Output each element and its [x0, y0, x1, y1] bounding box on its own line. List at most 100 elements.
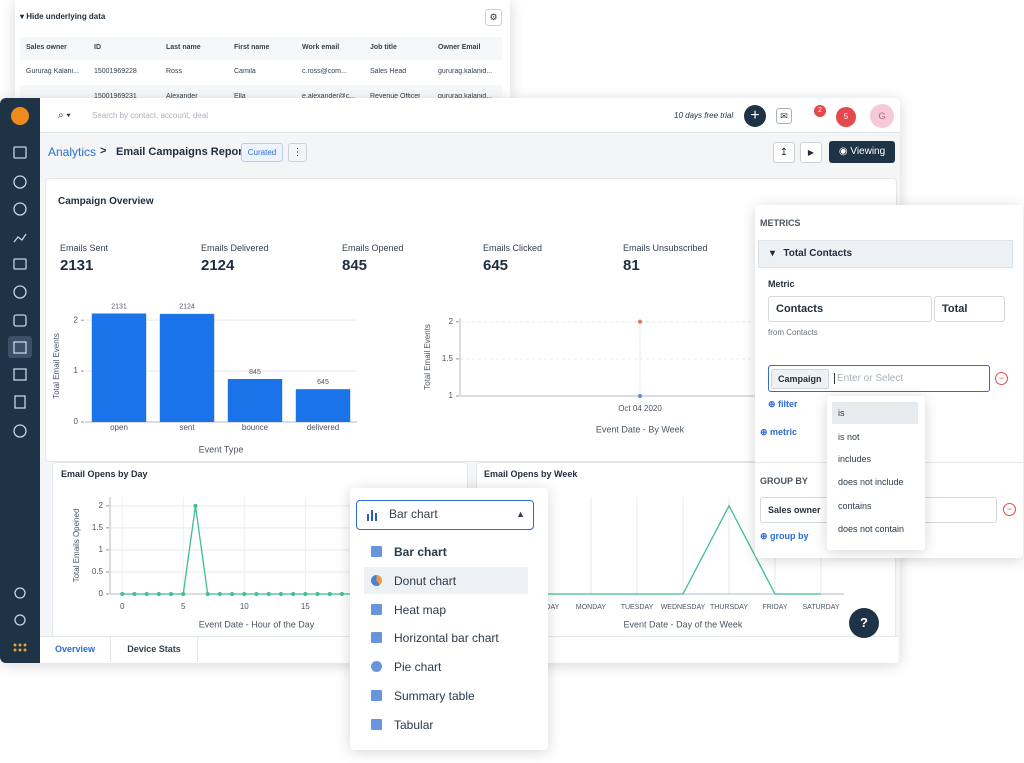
- filter-box[interactable]: [768, 365, 990, 392]
- point: [327, 592, 332, 596]
- point: [120, 592, 125, 596]
- table-cell: Gururag Kalani...: [26, 68, 79, 75]
- x-tick-label: SATURDAY: [802, 604, 839, 611]
- table-cell: Ross: [166, 68, 182, 75]
- settings-button[interactable]: ⚙: [485, 9, 502, 26]
- tab[interactable]: Overview: [40, 636, 111, 662]
- alert-badge[interactable]: 5: [836, 107, 856, 127]
- avatar[interactable]: G: [870, 104, 894, 128]
- notification-badge[interactable]: 2: [814, 105, 826, 117]
- x-tick-label: 15: [301, 602, 310, 611]
- chart-type-option[interactable]: Donut chart: [394, 573, 457, 588]
- apps-icon[interactable]: [13, 643, 27, 652]
- aggregate-select[interactable]: Total: [934, 296, 1005, 322]
- column-header[interactable]: Owner Email: [438, 44, 481, 51]
- metric-header[interactable]: [758, 240, 1013, 268]
- metric-select[interactable]: Contacts: [768, 296, 932, 322]
- help-button[interactable]: ?: [849, 608, 879, 638]
- point: [193, 503, 198, 508]
- data-label: 645: [317, 379, 329, 386]
- toggle[interactable]: ▾ Hide underlying data: [20, 12, 106, 21]
- remove-group[interactable]: −: [1003, 503, 1016, 516]
- table-cell: Camila: [234, 68, 256, 75]
- filter-placeholder: Enter or Select: [834, 373, 903, 384]
- y-axis-label: Total Emails Opened: [72, 509, 81, 583]
- chart: 0 1 2 open sent bounce delivered Total Email Ev…: [45, 300, 395, 465]
- export-button[interactable]: ↥: [773, 142, 795, 163]
- chart-type-select[interactable]: Bar chart ▲: [356, 500, 534, 530]
- chart-type-option[interactable]: Summary table: [394, 689, 475, 703]
- y-tick-label: 0: [74, 417, 79, 426]
- trial-label: 10 days free trial: [674, 111, 734, 120]
- chart-type-option[interactable]: Pie chart: [394, 660, 442, 675]
- operator-option[interactable]: includes: [838, 454, 872, 464]
- chart-type-option[interactable]: Tabular: [394, 717, 434, 732]
- point: [181, 592, 186, 596]
- add-filter[interactable]: ⊕ filter: [768, 399, 798, 409]
- operator-option[interactable]: does not include: [838, 477, 904, 487]
- y-axis-label: Total Email Events: [52, 333, 61, 399]
- column-header[interactable]: Sales owner: [26, 44, 67, 51]
- operator-highlight: [832, 402, 918, 424]
- operator-option[interactable]: is: [838, 408, 845, 418]
- x-tick-label: FRIDAY: [762, 604, 787, 611]
- underlying-data-panel: ▾ Hide underlying data ⚙ Sales owner ID La…: [15, 0, 510, 98]
- table-cell: gururag.kalanid...: [438, 93, 493, 98]
- chart-title: Email Opens by Day: [61, 469, 148, 479]
- add-metric[interactable]: ⊕ metric: [760, 427, 798, 437]
- active-nav: [8, 336, 32, 358]
- table-row: [20, 85, 502, 98]
- data-label: 2131: [111, 303, 127, 310]
- column-header[interactable]: Job title: [370, 44, 397, 51]
- y-tick-label: 1: [449, 391, 454, 400]
- tab[interactable]: Device Stats: [111, 636, 198, 662]
- operator-option[interactable]: does not contain: [838, 524, 905, 534]
- x-tick-label: Oct 04 2020: [618, 404, 662, 413]
- x-tick-label: WEDNESDAY: [661, 604, 706, 611]
- viewing-button[interactable]: ◉ Viewing: [829, 141, 895, 163]
- toggle-label: Hide underlying data: [26, 12, 106, 21]
- more-button[interactable]: ⋮: [288, 143, 307, 162]
- breadcrumb-separator: >: [100, 145, 107, 157]
- group-title: GROUP BY: [760, 476, 808, 486]
- search-icon[interactable]: ⌕ ▾: [58, 110, 71, 121]
- chart-type-option[interactable]: Heat map: [394, 602, 447, 617]
- y-tick-label: 1: [99, 545, 104, 554]
- column-header[interactable]: Last name: [166, 44, 201, 51]
- operator-option[interactable]: contains: [838, 501, 872, 511]
- x-tick-label: THURSDAY: [710, 604, 748, 611]
- column-header[interactable]: First name: [234, 44, 270, 51]
- chart-type-option[interactable]: Horizontal bar chart: [394, 631, 499, 646]
- column-header[interactable]: ID: [94, 44, 101, 51]
- point: [242, 592, 247, 596]
- add-group[interactable]: ⊕ group by: [760, 531, 809, 541]
- point: [254, 592, 259, 596]
- remove-filter[interactable]: −: [995, 372, 1008, 385]
- operator-option[interactable]: is not: [838, 432, 860, 442]
- column-header[interactable]: Work email: [302, 44, 340, 51]
- filter-field: Campaign: [771, 369, 829, 389]
- metric-label: Emails Opened: [342, 243, 404, 253]
- option-icon: [371, 574, 382, 586]
- y-tick-label: 0.5: [92, 567, 104, 576]
- metric-source: from Contacts: [768, 328, 818, 337]
- x-tick-label: TUESDAY: [621, 604, 654, 611]
- x-tick-label: open: [110, 423, 128, 432]
- metric-name: ▾ Total Contacts: [770, 248, 853, 259]
- x-axis-label: Event Date - By Week: [596, 424, 685, 434]
- present-button[interactable]: ▶: [800, 142, 822, 163]
- point: [132, 592, 137, 596]
- table-cell: 15001969231: [94, 93, 137, 98]
- bar-icon: [367, 510, 377, 521]
- metric-value: 845: [342, 257, 368, 274]
- metric-label: Emails Sent: [60, 243, 109, 253]
- add-button[interactable]: +: [744, 105, 766, 127]
- search-placeholder[interactable]: Search by contact, account, deal: [92, 111, 209, 120]
- chart-type-option[interactable]: Bar chart: [394, 545, 447, 559]
- point: [156, 592, 161, 596]
- mail-button[interactable]: ✉: [776, 108, 792, 124]
- breadcrumb-root[interactable]: Analytics: [48, 145, 97, 159]
- table-cell: Sales Head: [370, 68, 407, 75]
- bar: [227, 378, 283, 422]
- nav-icons[interactable]: [13, 146, 27, 626]
